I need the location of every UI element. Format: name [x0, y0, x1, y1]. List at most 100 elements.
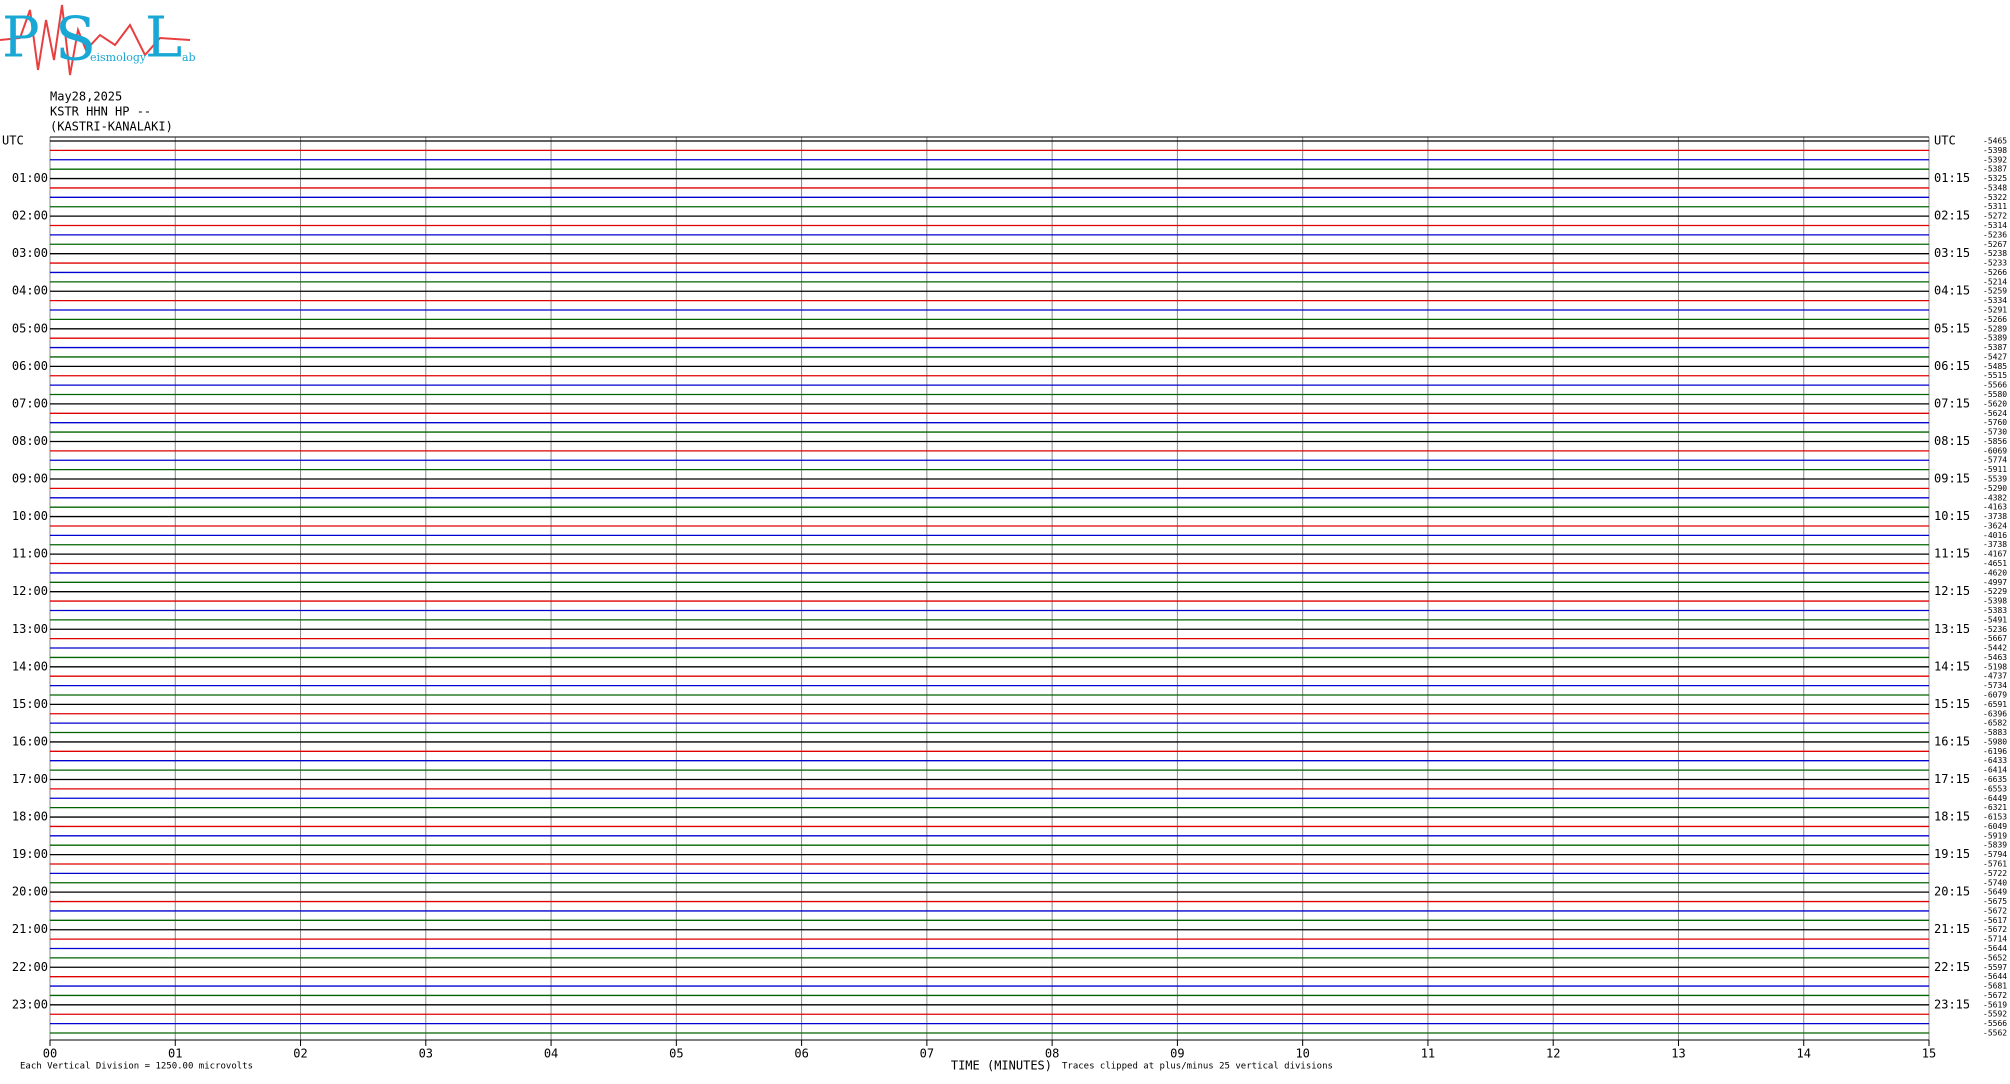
- trace-offset-label: -5856: [1983, 437, 2007, 446]
- hour-label-left: UTC: [2, 134, 24, 148]
- trace-offset-label: -5383: [1983, 606, 2007, 615]
- trace-offset-label: -5233: [1983, 259, 2007, 268]
- trace-offset-label: -6069: [1983, 446, 2007, 455]
- trace-offset-label: -5266: [1983, 268, 2007, 277]
- hour-label-left: 23:00: [12, 997, 48, 1011]
- logo-small: ab: [182, 51, 196, 64]
- hour-label-left: 08:00: [12, 434, 48, 448]
- trace-offset-label: -5387: [1983, 343, 2007, 352]
- hour-label-right: 15:15: [1934, 697, 1970, 711]
- logo-letter: S: [55, 5, 96, 75]
- trace-offset-label: -5652: [1983, 953, 2007, 962]
- trace-offset-label: -5740: [1983, 878, 2007, 887]
- logo: P S L eismology ab: [0, 5, 196, 76]
- trace-offset-label: -5714: [1983, 935, 2007, 944]
- hour-label-left: 12:00: [12, 584, 48, 598]
- trace-offset-label: -3624: [1983, 521, 2007, 530]
- trace-offset-label: -6591: [1983, 700, 2007, 709]
- trace-offset-label: -5672: [1983, 925, 2007, 934]
- trace-offset-label: -5681: [1983, 982, 2007, 991]
- minute-label: 02: [293, 1047, 307, 1061]
- trace-offset-label: -5290: [1983, 484, 2007, 493]
- trace-offset-label: -5485: [1983, 362, 2007, 371]
- trace-offset-label: -5883: [1983, 728, 2007, 737]
- trace-offset-label: -5238: [1983, 249, 2007, 258]
- hour-label-left: 05:00: [12, 321, 48, 335]
- hour-label-left: 15:00: [12, 697, 48, 711]
- trace-offset-label: -6153: [1983, 813, 2007, 822]
- trace-offset-label: -5236: [1983, 230, 2007, 239]
- hour-label-left: 19:00: [12, 847, 48, 861]
- hour-label-left: 16:00: [12, 734, 48, 748]
- trace-offset-label: -5267: [1983, 240, 2007, 249]
- minute-label: 08: [1045, 1047, 1059, 1061]
- minute-label: 03: [419, 1047, 433, 1061]
- hour-label-left: 03:00: [12, 246, 48, 260]
- hour-label-right: 11:15: [1934, 547, 1970, 561]
- trace-offset-label: -5672: [1983, 991, 2007, 1000]
- hour-label-right: 05:15: [1934, 321, 1970, 335]
- minute-label: 07: [920, 1047, 934, 1061]
- trace-offset-label: -5644: [1983, 944, 2007, 953]
- trace-offset-label: -5734: [1983, 681, 2007, 690]
- minute-label: 09: [1170, 1047, 1184, 1061]
- trace-offset-label: -5491: [1983, 615, 2007, 624]
- trace-offset-label: -5566: [1983, 1019, 2007, 1028]
- hour-label-right: 23:15: [1934, 997, 1970, 1011]
- date: May28,2025: [50, 90, 122, 104]
- hour-label-left: 06:00: [12, 359, 48, 373]
- trace-offset-label: -5722: [1983, 869, 2007, 878]
- trace-offset-label: -5774: [1983, 456, 2007, 465]
- trace-offset-label: -5311: [1983, 202, 2007, 211]
- trace-offset-label: -5214: [1983, 277, 2007, 286]
- minute-label: 00: [43, 1047, 57, 1061]
- hour-label-right: 14:15: [1934, 659, 1970, 673]
- trace-offset-label: -5597: [1983, 963, 2007, 972]
- trace-offset-label: -4997: [1983, 578, 2007, 587]
- hour-label-left: 02:00: [12, 209, 48, 223]
- minute-label: 12: [1546, 1047, 1560, 1061]
- trace-offset-label: -6396: [1983, 709, 2007, 718]
- trace-offset-label: -5463: [1983, 653, 2007, 662]
- hour-label-right: 20:15: [1934, 885, 1970, 899]
- hour-label-right: 13:15: [1934, 622, 1970, 636]
- hour-label-right: 19:15: [1934, 847, 1970, 861]
- x-axis-title: TIME (MINUTES): [951, 1059, 1052, 1073]
- trace-offset-label: -5314: [1983, 221, 2007, 230]
- trace-offset-label: -5980: [1983, 737, 2007, 746]
- trace-offset-label: -5760: [1983, 418, 2007, 427]
- trace-offset-label: -5198: [1983, 662, 2007, 671]
- trace-offset-label: -4016: [1983, 531, 2007, 540]
- hour-label-right: 18:15: [1934, 810, 1970, 824]
- trace-offset-label: -5398: [1983, 146, 2007, 155]
- hour-label-right: 17:15: [1934, 772, 1970, 786]
- hour-label-left: 18:00: [12, 810, 48, 824]
- trace-offset-label: -5794: [1983, 850, 2007, 859]
- trace-offset-label: -5539: [1983, 475, 2007, 484]
- trace-offset-label: -5229: [1983, 587, 2007, 596]
- hour-label-right: 08:15: [1934, 434, 1970, 448]
- trace-offset-label: -5291: [1983, 306, 2007, 315]
- hour-label-left: 20:00: [12, 885, 48, 899]
- hour-label-left: 21:00: [12, 922, 48, 936]
- trace-offset-label: -6414: [1983, 766, 2007, 775]
- trace-offset-label: -5427: [1983, 352, 2007, 361]
- trace-offset-label: -6553: [1983, 784, 2007, 793]
- trace-offset-label: -6196: [1983, 747, 2007, 756]
- trace-offset-label: -5266: [1983, 315, 2007, 324]
- trace-offset-label: -4737: [1983, 672, 2007, 681]
- hour-label-left: 01:00: [12, 171, 48, 185]
- trace-offset-label: -6635: [1983, 775, 2007, 784]
- minute-label: 14: [1797, 1047, 1811, 1061]
- minute-label: 06: [794, 1047, 808, 1061]
- clip-note: Traces clipped at plus/minus 25 vertical…: [1062, 1062, 1333, 1072]
- trace-offset-label: -5442: [1983, 644, 2007, 653]
- logo-letter: L: [145, 6, 182, 71]
- hour-label-left: 13:00: [12, 622, 48, 636]
- trace-offset-label: -5672: [1983, 906, 2007, 915]
- hour-label-right: 07:15: [1934, 396, 1970, 410]
- trace-offset-label: -5322: [1983, 193, 2007, 202]
- trace-offset-label: -5675: [1983, 897, 2007, 906]
